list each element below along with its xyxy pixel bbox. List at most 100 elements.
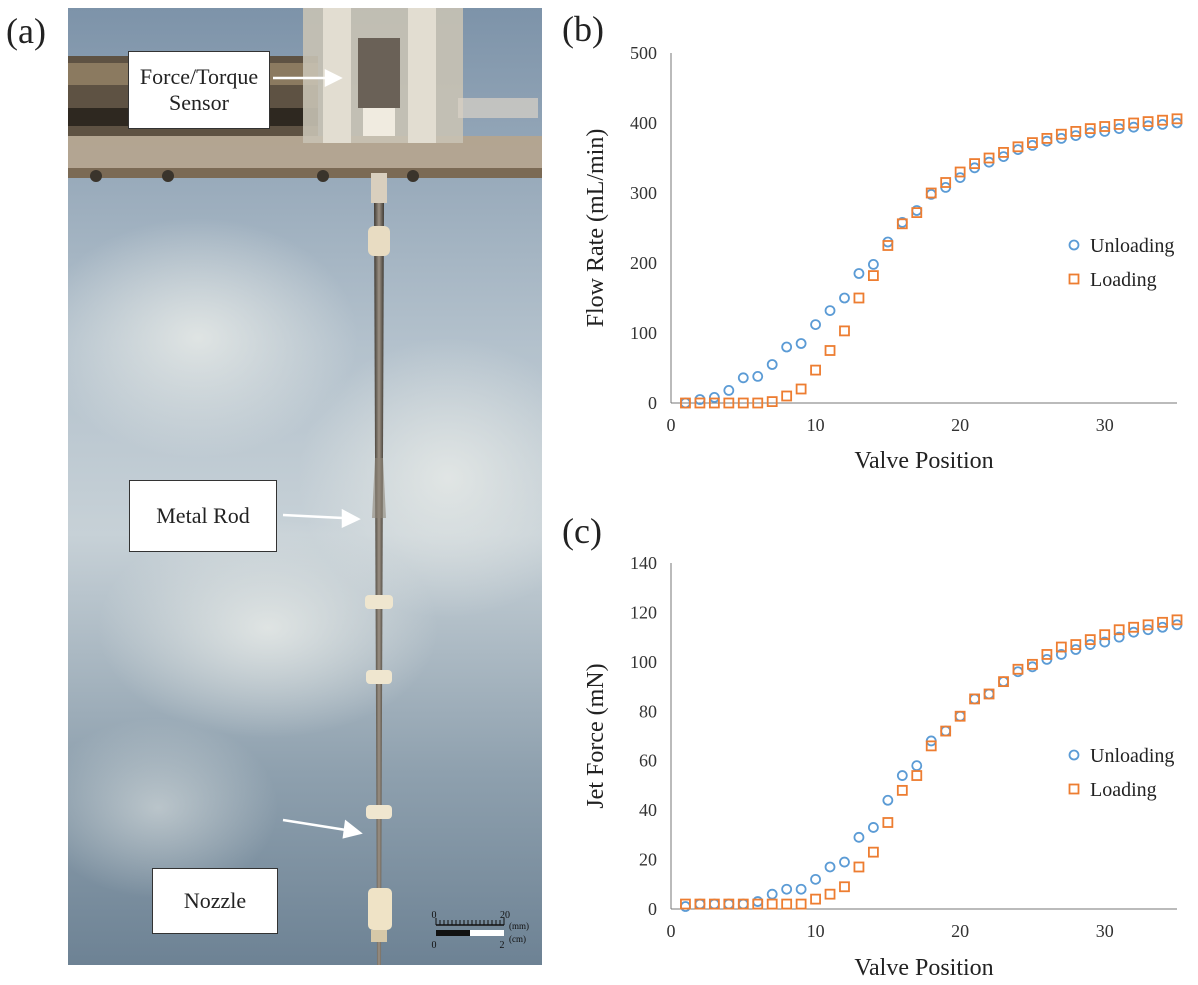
chart1-point-loading bbox=[1041, 132, 1053, 144]
scale-bottom-end: 2 bbox=[500, 940, 505, 951]
chart2-point-unloading bbox=[694, 898, 706, 910]
chart2-point-loading bbox=[694, 898, 706, 910]
chart1-point-unloading bbox=[737, 372, 749, 384]
chart2-legend-label: Loading bbox=[1090, 779, 1157, 801]
chart2-ytick-label: 80 bbox=[639, 701, 657, 721]
chart2-xlabel: Valve Position bbox=[854, 955, 993, 981]
chart1-point-unloading bbox=[781, 341, 793, 353]
chart2-point-loading bbox=[708, 898, 720, 910]
chart2-point-unloading bbox=[1012, 666, 1024, 678]
chart2-point-loading bbox=[680, 898, 691, 910]
chart1-point-loading bbox=[1084, 123, 1096, 134]
chart2-point-unloading bbox=[810, 873, 821, 885]
chart2-point-loading bbox=[781, 898, 793, 910]
chart2-ytick-label: 0 bbox=[648, 899, 657, 919]
chart1-ytick-label: 0 bbox=[648, 393, 657, 413]
chart2-point-loading bbox=[1070, 639, 1082, 650]
chart2-ytick-label: 60 bbox=[639, 751, 657, 771]
chart2-point-unloading bbox=[737, 898, 749, 910]
chart2-ytick-label: 100 bbox=[630, 652, 657, 672]
chart1-point-loading bbox=[940, 177, 952, 188]
chart1-ytick-label: 500 bbox=[630, 43, 657, 63]
chart1-point-loading bbox=[839, 325, 850, 337]
chart1-point-unloading bbox=[853, 268, 865, 279]
chart1-point-loading bbox=[911, 207, 923, 219]
chart2-legend-marker-loading bbox=[1068, 783, 1080, 795]
scale-bar: 0 20 (mm) 0 2 (cm) bbox=[432, 910, 530, 951]
chart2-point-loading bbox=[1157, 616, 1168, 628]
chart1-point-loading bbox=[853, 292, 865, 304]
chart2-point-loading bbox=[839, 881, 850, 893]
chart2-xtick-label: 10 bbox=[807, 921, 825, 941]
chart2-point-unloading bbox=[882, 794, 894, 806]
chart1-point-loading bbox=[1171, 113, 1183, 125]
chart1-point-loading bbox=[954, 166, 966, 178]
chart2-point-loading bbox=[1142, 619, 1154, 631]
chart2-ytick-label: 40 bbox=[639, 800, 657, 820]
chart1-point-loading bbox=[824, 345, 836, 356]
nozzle-tip bbox=[368, 888, 392, 930]
scale-bottom-start: 0 bbox=[432, 940, 437, 951]
chart2-xtick-label: 0 bbox=[667, 921, 676, 941]
nozzle-callout: Nozzle bbox=[152, 868, 278, 934]
chart1-point-loading bbox=[896, 218, 908, 230]
chart2-point-loading bbox=[998, 676, 1009, 688]
chart1-point-unloading bbox=[766, 359, 778, 370]
rod-clip bbox=[366, 670, 392, 684]
chart1-legend-marker-loading bbox=[1068, 273, 1080, 285]
scale-top-start: 0 bbox=[432, 910, 437, 921]
chart1-ytick-label: 300 bbox=[630, 183, 657, 203]
chart1-point-loading bbox=[1099, 121, 1111, 132]
chart2-point-loading bbox=[853, 861, 865, 873]
chart2-point-loading bbox=[1099, 629, 1111, 641]
rod-callout: Metal Rod bbox=[129, 480, 277, 552]
chart2-point-loading bbox=[969, 693, 980, 705]
chart1-xtick-label: 30 bbox=[1096, 415, 1114, 435]
chart2-legend-label: Unloading bbox=[1090, 745, 1174, 767]
chart1-point-loading bbox=[1142, 116, 1154, 127]
chart1-point-unloading bbox=[824, 305, 836, 317]
chart2-point-unloading bbox=[1055, 649, 1067, 660]
sensor-callout: Force/Torque Sensor bbox=[128, 51, 270, 129]
chart2-point-unloading bbox=[868, 822, 879, 833]
panel-label-b: (b) bbox=[562, 9, 604, 49]
rod-clip bbox=[368, 226, 390, 256]
chart2-point-unloading bbox=[983, 688, 995, 700]
chart1-point-unloading bbox=[839, 292, 850, 304]
chart2-point-loading bbox=[925, 740, 937, 752]
chart2-point-unloading bbox=[911, 760, 923, 772]
chart1-point-loading bbox=[1027, 137, 1038, 149]
chart2-xtick-label: 30 bbox=[1096, 921, 1114, 941]
metal-rod bbox=[374, 203, 384, 965]
chart2-ytick-label: 120 bbox=[630, 602, 657, 622]
chart2-point-unloading bbox=[853, 831, 865, 843]
chart1-point-loading bbox=[998, 146, 1009, 158]
chart1-ylabel: Flow Rate (mL/min) bbox=[583, 129, 609, 328]
chart2-point-loading bbox=[752, 898, 764, 910]
chart1-point-loading bbox=[680, 397, 691, 409]
scale-top-end: 20 bbox=[500, 910, 510, 921]
chart1-point-loading bbox=[810, 364, 821, 376]
chart1-point-unloading bbox=[795, 338, 807, 349]
chart1-point-loading bbox=[737, 397, 749, 409]
chart1-point-unloading bbox=[708, 391, 720, 403]
chart1-point-loading bbox=[781, 390, 793, 402]
chart2-point-loading bbox=[911, 770, 923, 781]
chart2-point-loading bbox=[896, 784, 908, 796]
chart2-point-unloading bbox=[839, 856, 850, 868]
chart1-xtick-label: 10 bbox=[807, 415, 825, 435]
scale-bottom-unit: (cm) bbox=[509, 934, 526, 944]
chart1-point-unloading bbox=[868, 258, 879, 270]
chart2-point-unloading bbox=[954, 710, 966, 722]
chart1-ytick-label: 400 bbox=[630, 113, 657, 133]
chart1-point-loading bbox=[983, 152, 995, 164]
chart1-point-unloading bbox=[954, 172, 966, 184]
chart1-point-loading bbox=[1012, 141, 1024, 153]
chart1-xlabel: Valve Position bbox=[854, 448, 993, 474]
chart2-point-loading bbox=[1171, 614, 1183, 626]
panel-label-c: (c) bbox=[562, 511, 602, 551]
chart1-point-unloading bbox=[723, 384, 735, 396]
chart2-point-loading bbox=[940, 725, 952, 737]
chart1-xtick-label: 0 bbox=[667, 415, 676, 435]
